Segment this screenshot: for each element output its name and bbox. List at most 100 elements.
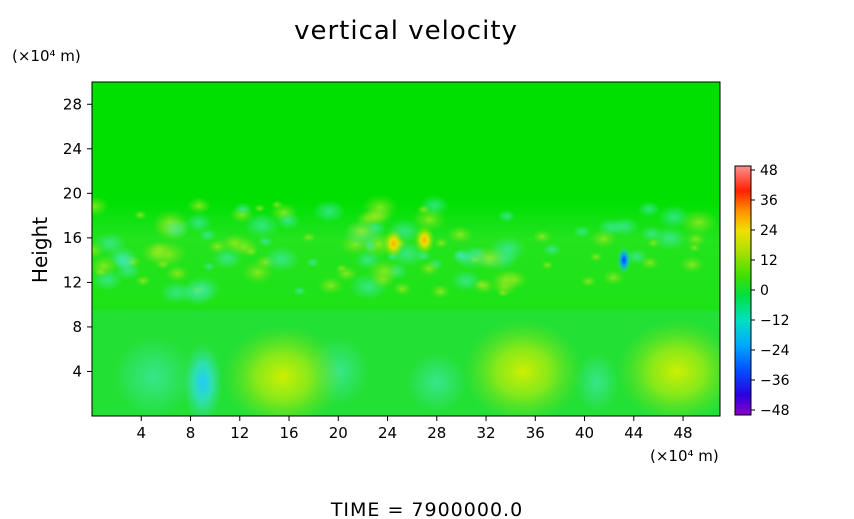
turbulence-cell — [490, 268, 522, 291]
turbulence-cell — [335, 264, 348, 273]
colorbar-tick-label: 24 — [760, 223, 778, 239]
turbulence-cell — [114, 261, 141, 280]
y-tick-label: 20 — [63, 184, 82, 202]
velocity-feature — [222, 325, 343, 416]
x-tick-label: 36 — [526, 424, 545, 442]
colorbar-tick-label: −36 — [760, 373, 790, 389]
colorbar-tick-label: −12 — [760, 313, 790, 329]
turbulence-cell — [312, 199, 346, 223]
turbulence-cell — [452, 249, 468, 260]
colorbar-tick-label: −48 — [760, 403, 790, 419]
velocity-feature — [616, 319, 720, 416]
x-tick-label: 40 — [575, 424, 594, 442]
turbulence-cell — [317, 276, 345, 295]
x-axis: 4 8 12 16 20 24 28 32 36 40 44 48 — [136, 416, 693, 442]
turbulence-cell — [540, 260, 554, 270]
colorbar: 48 36 24 12 0 −12 −24 −36 −48 — [734, 163, 790, 419]
turbulence-cell — [219, 232, 249, 254]
y-tick-label: 8 — [72, 318, 82, 336]
turbulence-cell — [140, 241, 174, 265]
turbulence-cell — [580, 275, 597, 288]
y-axis-label: Height — [28, 217, 52, 283]
y-axis-unit: (×10⁴ m) — [12, 47, 81, 65]
turbulence-cell — [429, 284, 451, 299]
lower-cell — [574, 352, 619, 413]
turbulence-cell — [532, 229, 553, 244]
chart-title: vertical velocity — [294, 16, 518, 46]
turbulence-cell — [275, 212, 301, 230]
turbulence-cell — [344, 219, 379, 243]
turbulence-cell — [133, 210, 148, 221]
colorbar-tick-label: 12 — [760, 253, 778, 269]
x-tick-label: 4 — [136, 424, 146, 442]
turbulence-cell — [135, 275, 152, 287]
x-tick-label: 44 — [624, 424, 643, 442]
turbulence-cell — [679, 209, 718, 236]
plot-area — [92, 82, 720, 416]
turbulence-cell — [243, 212, 280, 238]
velocity-feature — [182, 342, 223, 416]
turbulence-cell — [262, 246, 301, 273]
turbulence-cell — [292, 286, 307, 296]
turbulence-cell — [589, 229, 618, 249]
turbulence-cell — [92, 196, 110, 217]
y-axis: 4 8 12 16 20 24 28 — [63, 95, 92, 380]
turbulence-cell — [679, 256, 704, 274]
turbulence-cell — [159, 280, 193, 304]
turbulence-cell — [270, 200, 284, 209]
velocity-feature — [616, 246, 631, 275]
turbulence-cell — [186, 197, 212, 215]
x-tick-label: 20 — [329, 424, 348, 442]
x-tick-label: 32 — [476, 424, 495, 442]
turbulence-cell — [472, 245, 508, 271]
turbulence-cell — [392, 281, 413, 296]
turbulence-cell — [243, 246, 259, 257]
x-tick-label: 12 — [230, 424, 249, 442]
turbulence-cell — [92, 266, 109, 278]
colorbar-tick-label: −24 — [760, 343, 790, 359]
lower-cell — [406, 352, 467, 413]
turbulence-cell — [202, 261, 216, 271]
x-tick-label: 24 — [378, 424, 397, 442]
x-tick-label: 48 — [674, 424, 693, 442]
turbulence-cell — [165, 264, 190, 283]
turbulence-cell — [588, 251, 604, 262]
velocity-feature — [383, 229, 404, 258]
turbulence-cell — [433, 237, 450, 249]
turbulence-cell — [257, 235, 274, 247]
turbulence-cell — [233, 202, 253, 216]
turbulence-cell — [305, 257, 320, 268]
turbulence-cell — [161, 219, 191, 240]
velocity-feature — [414, 226, 435, 255]
turbulence-cell — [367, 259, 401, 284]
colorbar-tick-label: 0 — [760, 283, 769, 299]
turbulence-cell — [94, 232, 127, 255]
y-tick-label: 28 — [63, 95, 82, 113]
turbulence-cell — [573, 225, 591, 238]
colorbar-tick-label: 36 — [760, 193, 778, 209]
time-label: TIME = 7900000.0 — [330, 499, 523, 519]
turbulence-cell — [253, 204, 266, 213]
turbulence-cell — [450, 269, 482, 292]
turbulence-cell — [447, 225, 474, 244]
turbulence-cell — [610, 216, 639, 237]
x-tick-label: 16 — [279, 424, 298, 442]
y-tick-label: 12 — [63, 273, 82, 291]
turbulence-cell — [602, 270, 625, 286]
colorbar-ramp — [734, 165, 752, 416]
turbulence-cell — [418, 261, 440, 277]
turbulence-cell — [184, 212, 213, 233]
lower-cell — [113, 337, 194, 416]
turbulence-cell — [364, 240, 377, 249]
colorbar-tick-label: 48 — [760, 163, 778, 179]
turbulence-cell — [637, 201, 661, 218]
y-tick-label: 4 — [72, 362, 82, 380]
x-axis-unit: (×10⁴ m) — [650, 447, 719, 465]
x-tick-label: 8 — [186, 424, 196, 442]
y-tick-label: 24 — [63, 140, 82, 158]
turbulence-cell — [497, 209, 516, 223]
plot-frame — [91, 81, 721, 417]
velocity-feature — [462, 319, 583, 416]
y-tick-label: 16 — [63, 229, 82, 247]
